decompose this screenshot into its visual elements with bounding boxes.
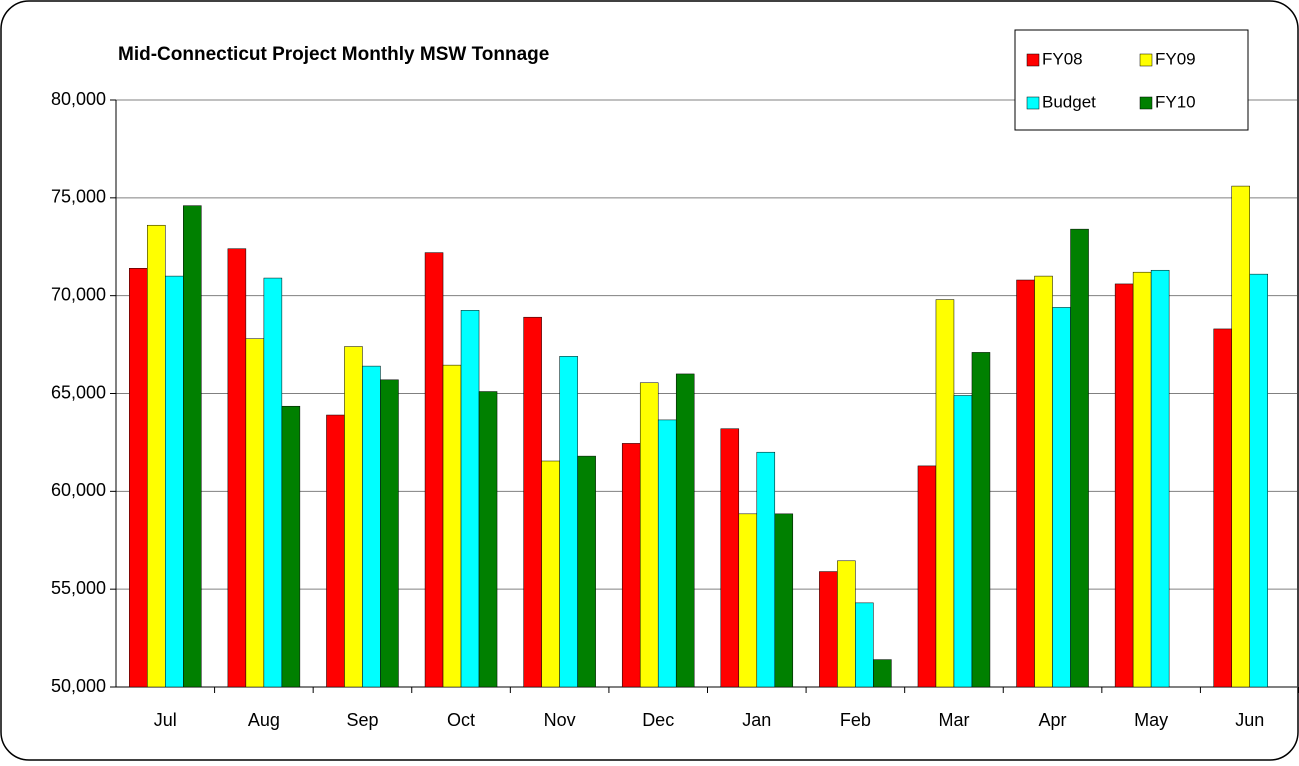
bar — [1034, 275, 1053, 688]
legend-swatch — [1139, 53, 1153, 67]
x-tick-label: Feb — [840, 710, 871, 730]
bar — [281, 405, 301, 688]
bar — [1114, 283, 1134, 688]
bar — [326, 414, 345, 688]
bar — [1213, 328, 1232, 688]
bar — [1016, 279, 1035, 688]
x-tick-label: Sep — [346, 710, 378, 730]
bar — [1150, 269, 1170, 688]
bar — [541, 460, 560, 688]
bar — [1052, 307, 1071, 688]
bar — [577, 455, 596, 688]
bar — [129, 268, 148, 688]
y-tick-label: 80,000 — [51, 89, 106, 109]
bar — [442, 364, 462, 688]
legend-label: FY10 — [1155, 92, 1196, 111]
bar — [478, 391, 498, 688]
y-tick-label: 65,000 — [51, 382, 106, 402]
bar — [657, 419, 677, 688]
chart-title: Mid-Connecticut Project Monthly MSW Tonn… — [118, 44, 549, 65]
bar — [855, 602, 874, 688]
x-tick-label: Mar — [938, 710, 969, 730]
legend-label: Budget — [1042, 92, 1096, 111]
bar — [424, 252, 444, 688]
x-tick-label: Apr — [1039, 710, 1067, 730]
bar — [953, 395, 973, 688]
bar — [523, 316, 542, 688]
bar — [873, 659, 892, 688]
bar — [1132, 271, 1152, 688]
bar — [935, 299, 955, 688]
bar — [639, 382, 659, 688]
x-tick-label: Jan — [742, 710, 771, 730]
legend-swatch — [1026, 53, 1040, 67]
bar — [756, 451, 776, 688]
bar — [1070, 228, 1089, 688]
bar — [183, 205, 202, 688]
y-tick-label: 60,000 — [51, 480, 106, 500]
legend-label: FY09 — [1155, 49, 1196, 68]
bar — [675, 373, 695, 688]
bar — [1231, 185, 1250, 688]
bar — [720, 428, 740, 688]
bar — [559, 356, 578, 688]
x-tick-label: Oct — [447, 710, 475, 730]
bar — [738, 513, 758, 688]
bar — [245, 338, 265, 688]
bar — [263, 277, 283, 688]
y-tick-label: 55,000 — [51, 578, 106, 598]
legend-box — [1014, 29, 1249, 131]
bar — [380, 379, 399, 688]
y-tick-label: 50,000 — [51, 676, 106, 696]
bar — [344, 346, 363, 688]
x-tick-label: Jul — [154, 710, 177, 730]
bar — [819, 571, 838, 688]
bar — [837, 560, 856, 688]
x-tick-label: Nov — [544, 710, 576, 730]
bar — [774, 513, 794, 688]
bar — [917, 465, 937, 688]
bar — [227, 248, 247, 688]
y-tick-label: 75,000 — [51, 187, 106, 207]
bar — [362, 365, 381, 688]
legend-label: FY08 — [1042, 49, 1083, 68]
bar — [621, 443, 641, 688]
bar — [1249, 273, 1268, 688]
bar — [165, 275, 184, 688]
legend-swatch — [1026, 96, 1040, 110]
x-tick-label: Jun — [1235, 710, 1264, 730]
y-tick-label: 70,000 — [51, 284, 106, 304]
bar — [971, 352, 991, 688]
x-tick-label: Aug — [248, 710, 280, 730]
x-tick-label: Dec — [642, 710, 674, 730]
legend-swatch — [1139, 96, 1153, 110]
x-tick-label: May — [1134, 710, 1168, 730]
bar — [460, 310, 480, 688]
bar — [147, 224, 166, 688]
